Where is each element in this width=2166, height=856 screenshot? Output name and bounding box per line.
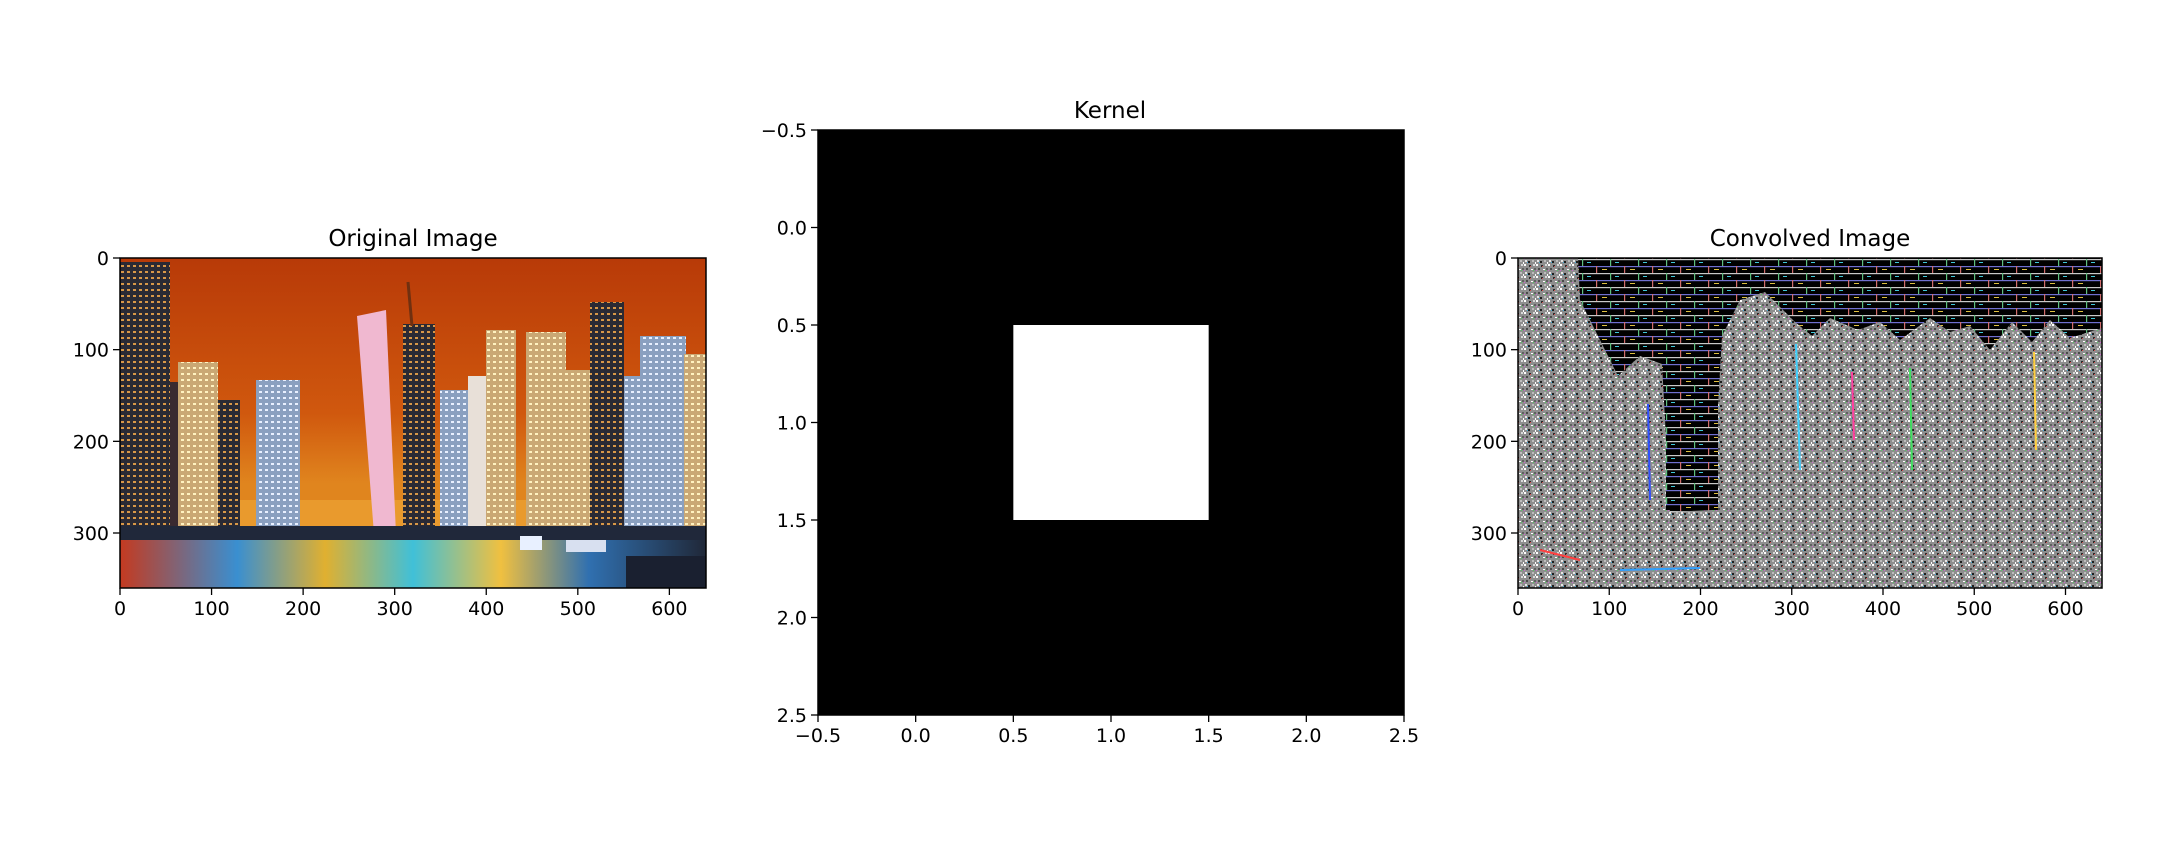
- original-image-y-tick-label: 100: [73, 340, 109, 362]
- convolved-image-x-tick-label: 400: [1865, 598, 1901, 620]
- kernel-title: Kernel: [1074, 98, 1146, 124]
- original-image-panel: Original Image: [73, 226, 707, 620]
- photo-waterline: [120, 526, 706, 540]
- photo-building: [486, 330, 516, 534]
- photo-building: [440, 390, 470, 534]
- photo-building: [684, 354, 706, 534]
- original-image-y-tick-label: 0: [97, 248, 109, 270]
- photo-building: [178, 362, 218, 534]
- kernel-x-tick-label: 1.0: [1096, 725, 1126, 747]
- kernel-y-tick-label: 0.0: [777, 218, 807, 240]
- photo-pier: [626, 556, 706, 588]
- convolved-image-y-tick-label: 200: [1471, 431, 1507, 453]
- original-image-x-tick-label: 200: [285, 598, 321, 620]
- kernel-x-tick-label: 2.0: [1291, 725, 1321, 747]
- kernel-y-tick-label: 2.5: [777, 705, 807, 727]
- original-image-x-tick-label: 400: [468, 598, 504, 620]
- convolved-image-x-tick-label: 200: [1682, 598, 1718, 620]
- original-image-x-tick-label: 600: [651, 598, 687, 620]
- convolved-image-x-tick-label: 0: [1512, 598, 1524, 620]
- convolved-image-y-tick-label: 100: [1471, 340, 1507, 362]
- convolved-image-y-tick-label: 0: [1495, 248, 1507, 270]
- kernel-x-tick-label: −0.5: [795, 725, 841, 747]
- original-image-frame: [119, 257, 707, 589]
- convolved-image-title: Convolved Image: [1710, 226, 1911, 252]
- kernel-y-tick-label: 1.5: [777, 510, 807, 532]
- original-image-x-tick-label: 300: [377, 598, 413, 620]
- kernel-x-tick-label: 1.5: [1194, 725, 1224, 747]
- kernel-y-tick-label: 0.5: [777, 315, 807, 337]
- convolved-image-x-tick-label: 500: [1956, 598, 1992, 620]
- convolved-image-x-tick-label: 100: [1591, 598, 1627, 620]
- original-image-x-tick-label: 500: [560, 598, 596, 620]
- convolved-image-axes: 0 100 200 300 400 500 600 0 100 200 300: [1471, 248, 2084, 620]
- photo-building: [218, 400, 240, 534]
- kernel-y-tick-label: 2.0: [777, 608, 807, 630]
- kernel-cells: [818, 130, 1405, 716]
- photo-building: [624, 376, 640, 534]
- photo-crane: [406, 281, 414, 327]
- kernel-y-tick-label: 1.0: [777, 413, 807, 435]
- convolved-image-photo: [1518, 258, 2102, 588]
- kernel-cell: [1208, 520, 1405, 716]
- convolved-image-panel: Convolved Image 0 100 200 300 400 500 600 0 100 2…: [1471, 226, 2103, 620]
- kernel-x-tick-label: 0.0: [901, 725, 931, 747]
- original-image-title: Original Image: [328, 226, 497, 252]
- kernel-cell: [818, 325, 1014, 521]
- kernel-cell: [1013, 520, 1210, 716]
- convolved-edge-streak: [1539, 549, 1581, 561]
- kernel-axes: −0.5 0.0 0.5 1.0 1.5 2.0 2.5−0.50.00.51.01.52.…: [761, 120, 1419, 747]
- photo-building: [403, 324, 435, 534]
- kernel-cell: [818, 520, 1014, 716]
- kernel-cell: [1013, 325, 1210, 521]
- photo-building: [590, 302, 624, 534]
- photo-building: [640, 336, 686, 534]
- original-image-x-tick-label: 0: [114, 598, 126, 620]
- photo-building-twisted: [357, 310, 396, 534]
- original-image-y-tick-label: 300: [73, 523, 109, 545]
- convolved-edge-streak: [1647, 403, 1651, 501]
- convolved-edge-streak: [1795, 343, 1801, 471]
- convolved-image-frame: [1517, 257, 2103, 589]
- convolved-sky-region: [1666, 360, 1718, 510]
- kernel-x-tick-label: 0.5: [998, 725, 1028, 747]
- original-image-photo: [120, 258, 706, 588]
- photo-water: [120, 540, 706, 588]
- kernel-cell: [1208, 130, 1405, 326]
- photo-building: [120, 262, 170, 534]
- kernel-cell: [818, 130, 1014, 326]
- kernel-cell: [1013, 130, 1210, 326]
- convolved-edge-streak: [1909, 367, 1913, 471]
- convolved-edge-streak: [2033, 351, 2037, 451]
- photo-boat: [566, 540, 606, 552]
- convolved-image-x-tick-label: 600: [2047, 598, 2083, 620]
- original-image-y-tick-label: 200: [73, 431, 109, 453]
- kernel-x-tick-label: 2.5: [1389, 725, 1419, 747]
- original-image-x-tick-label: 100: [193, 598, 229, 620]
- original-image-axes: 0 100 200 300 400 500 600 0 100 200 300: [73, 248, 688, 620]
- kernel-y-tick-label: −0.5: [761, 120, 807, 142]
- convolved-image-y-tick-label: 300: [1471, 523, 1507, 545]
- photo-building: [566, 370, 594, 534]
- photo-building: [256, 380, 300, 534]
- convolved-image-x-tick-label: 300: [1774, 598, 1810, 620]
- kernel-panel: Kernel −0.5 0.0 0.5 1.0 1.5 2.0 2.5−0.50.00.51…: [761, 98, 1419, 747]
- convolved-edge-streak: [1619, 567, 1701, 571]
- kernel-cell: [1208, 325, 1405, 521]
- photo-boat: [520, 536, 542, 550]
- convolved-edge-streak: [1851, 371, 1855, 441]
- photo-building: [526, 332, 566, 534]
